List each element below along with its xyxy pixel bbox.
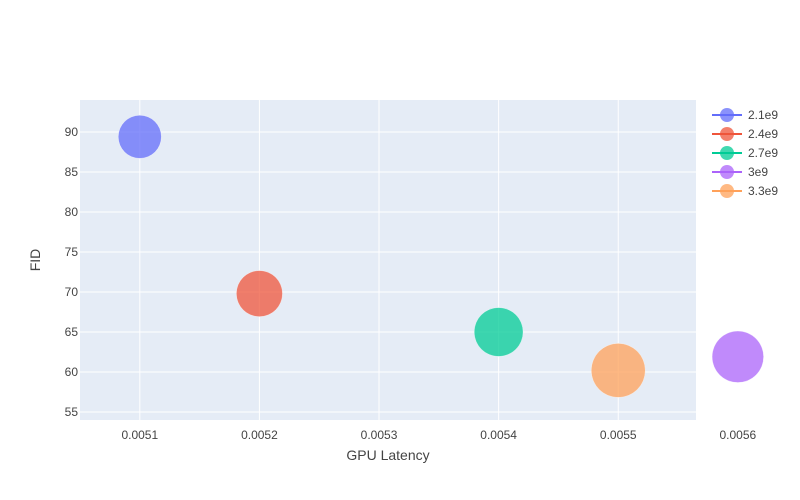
x-tick-label: 0.0054 — [480, 428, 517, 442]
y-tick-label: 60 — [65, 365, 79, 379]
legend-item[interactable]: 2.4e9 — [712, 127, 778, 141]
y-tick-label: 55 — [65, 405, 79, 419]
legend-item[interactable]: 3e9 — [712, 165, 768, 179]
legend[interactable]: 2.1e9 2.4e9 2.7e9 3e9 3.3e9 — [712, 108, 778, 198]
x-axis-title: GPU Latency — [346, 447, 429, 463]
grid-lines — [80, 100, 739, 420]
legend-item[interactable]: 2.7e9 — [712, 146, 778, 160]
y-tick-labels: 55 60 65 70 75 80 85 90 — [65, 125, 79, 419]
y-tick-label: 75 — [65, 245, 79, 259]
legend-label: 3.3e9 — [748, 184, 778, 198]
y-axis-title: FID — [27, 249, 43, 272]
y-tick-label: 80 — [65, 205, 79, 219]
data-markers — [118, 115, 764, 398]
legend-item[interactable]: 2.1e9 — [712, 108, 778, 122]
y-tick-label: 85 — [65, 165, 79, 179]
data-point-0[interactable] — [118, 115, 162, 159]
y-tick-label: 65 — [65, 325, 79, 339]
legend-marker — [720, 127, 734, 141]
legend-marker — [720, 165, 734, 179]
legend-label: 2.7e9 — [748, 146, 778, 160]
x-tick-label: 0.0055 — [600, 428, 637, 442]
x-tick-label: 0.0053 — [361, 428, 398, 442]
legend-label: 2.1e9 — [748, 108, 778, 122]
data-point-4[interactable] — [591, 343, 646, 398]
data-point-2[interactable] — [473, 307, 524, 357]
y-tick-label: 90 — [65, 125, 79, 139]
legend-label: 3e9 — [748, 165, 768, 179]
data-point-3[interactable] — [711, 330, 764, 383]
x-tick-label: 0.0056 — [720, 428, 757, 442]
x-tick-labels: 0.0051 0.0052 0.0053 0.0054 0.0055 0.0056 — [121, 428, 756, 442]
data-point-1[interactable] — [236, 270, 283, 317]
legend-marker — [720, 146, 734, 160]
y-tick-label: 70 — [65, 285, 79, 299]
legend-item[interactable]: 3.3e9 — [712, 184, 778, 198]
legend-label: 2.4e9 — [748, 127, 778, 141]
legend-marker — [720, 108, 734, 122]
legend-marker — [720, 184, 734, 198]
x-tick-label: 0.0051 — [121, 428, 158, 442]
x-tick-label: 0.0052 — [241, 428, 278, 442]
